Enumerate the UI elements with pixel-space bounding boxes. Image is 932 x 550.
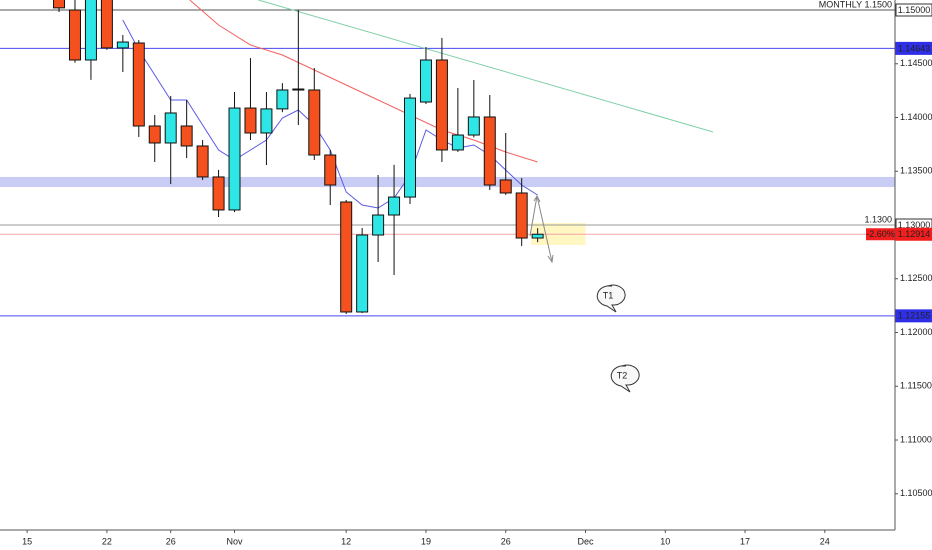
level-note: 1.1300 <box>864 214 892 224</box>
candle-body <box>499 179 512 194</box>
y-tick-label: 1.13500 <box>900 166 932 176</box>
candle-body <box>356 234 369 313</box>
price-label: 1.15000 <box>898 5 931 15</box>
overlay-line <box>258 0 714 133</box>
candle-body <box>435 59 448 151</box>
candle-body <box>132 42 145 127</box>
note-label: T1 <box>603 290 614 300</box>
candle-body <box>180 125 193 147</box>
candle-body <box>308 89 321 156</box>
candle-body <box>292 88 305 91</box>
candle-body <box>515 192 528 239</box>
candle-body <box>116 41 129 49</box>
candles <box>53 0 544 315</box>
x-tick-label: 26 <box>166 536 176 546</box>
price-label-box <box>895 3 932 17</box>
note-t2: T2 <box>610 364 640 393</box>
price-label-box <box>895 227 932 241</box>
levels: MONTHLY 1.1500 1.1300 <box>0 0 895 317</box>
note-label: T2 <box>617 370 628 380</box>
x-tick-label: 15 <box>22 536 32 546</box>
x-tick-label: Dec <box>577 536 594 546</box>
change-box <box>866 228 895 241</box>
change-label: -2.60% <box>866 229 895 239</box>
candle-body <box>84 0 97 61</box>
y-tick-label: 1.10500 <box>900 488 932 498</box>
candle-body <box>372 214 385 236</box>
candle-body <box>212 176 225 211</box>
candle-body <box>100 0 113 49</box>
candle-body <box>467 116 480 136</box>
candle-body <box>164 112 177 144</box>
candle-body <box>419 59 432 103</box>
candle-body <box>483 116 496 186</box>
note-t1: T1 <box>596 284 626 313</box>
y-tick-label: 1.14000 <box>900 112 932 122</box>
y-tick-label: 1.11500 <box>900 381 932 391</box>
price-label: 1.12914 <box>898 229 931 239</box>
x-tick-label: 26 <box>501 536 511 546</box>
x-tick-label: 10 <box>660 536 670 546</box>
price-label-box <box>895 309 932 323</box>
candle-body <box>340 201 353 313</box>
y-tick-label: 1.12500 <box>900 273 932 283</box>
x-tick-label: 19 <box>421 536 431 546</box>
candle-body <box>451 134 464 151</box>
x-tick-label: 24 <box>820 536 830 546</box>
price-label: 1.14643 <box>898 43 931 53</box>
candle-body <box>324 154 337 186</box>
x-tick-label: 12 <box>341 536 351 546</box>
candle-body <box>196 145 209 178</box>
price-label-box <box>895 41 932 55</box>
y-tick-label: 1.12000 <box>900 327 932 337</box>
level-note: MONTHLY 1.1500 <box>819 0 892 9</box>
candle-body <box>276 89 289 110</box>
overlay-line <box>189 0 538 163</box>
candle-body <box>244 107 257 134</box>
candle-body <box>404 97 417 198</box>
y-tick-label: 1.14500 <box>900 58 932 68</box>
candle-body <box>228 107 241 211</box>
x-tick-label: Nov <box>227 536 244 546</box>
candle-body <box>53 0 66 9</box>
zone <box>0 176 895 188</box>
candle-body <box>260 108 273 134</box>
price-label: 1.12155 <box>898 311 931 321</box>
projection-arrow <box>529 194 554 264</box>
candle-body <box>148 125 161 144</box>
y-tick-label: 1.11000 <box>900 434 932 444</box>
price-label: 1.13000 <box>898 220 931 230</box>
candle-body <box>68 9 81 61</box>
candle-body <box>531 233 544 239</box>
x-tick-label: 22 <box>102 536 112 546</box>
candle-body <box>388 196 401 216</box>
x-tick-label: 17 <box>740 536 750 546</box>
